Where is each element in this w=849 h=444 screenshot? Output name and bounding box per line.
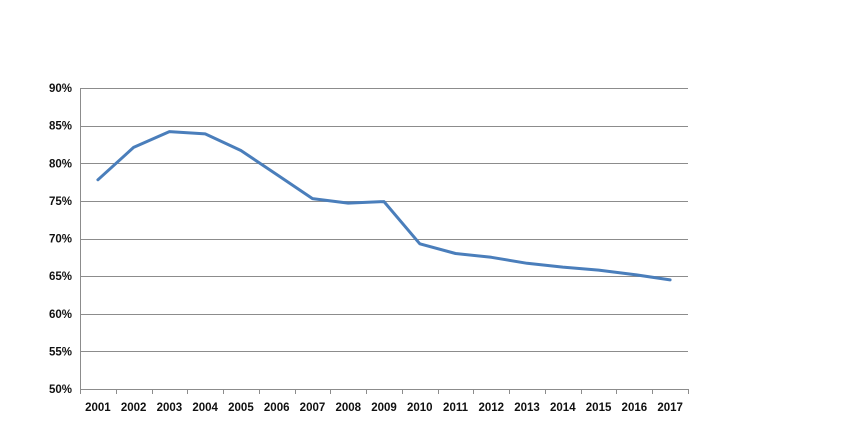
x-tick-label: 2011 <box>443 402 469 414</box>
x-tick-label: 2017 <box>657 402 683 414</box>
series-line-0 <box>96 130 672 282</box>
gridlines <box>80 88 688 352</box>
x-tick-label: 2012 <box>478 402 504 414</box>
y-tick-label: 85% <box>49 121 72 133</box>
x-tick-label: 2014 <box>550 402 576 414</box>
y-tick-label: 65% <box>49 271 72 283</box>
x-tick-label: 2006 <box>264 402 290 414</box>
axes <box>80 88 689 394</box>
x-tick-label: 2003 <box>157 402 183 414</box>
x-tick-label: 2010 <box>407 402 433 414</box>
y-tick-label: 55% <box>49 346 72 358</box>
x-tick-label: 2009 <box>371 402 397 414</box>
y-axis-tick-labels: 50% 55% 60% 65% 70% 75% 80% 85% 90% <box>49 83 72 396</box>
x-tick-label: 2015 <box>586 402 612 414</box>
x-tick-label: 2001 <box>85 402 111 414</box>
x-tick-label: 2005 <box>228 402 254 414</box>
x-tick-label: 2016 <box>622 402 648 414</box>
y-tick-label: 80% <box>49 158 72 170</box>
x-tick-label: 2008 <box>335 402 361 414</box>
x-tick-label: 2004 <box>192 402 218 414</box>
y-tick-label: 50% <box>49 384 72 396</box>
x-tick-label: 2013 <box>514 402 540 414</box>
x-tick-label: 2002 <box>121 402 147 414</box>
y-tick-label: 75% <box>49 196 72 208</box>
x-axis-tick-labels: 2001 2002 2003 2004 2005 2006 2007 2008 2009 2010… <box>85 402 683 414</box>
series <box>96 130 672 282</box>
y-tick-label: 70% <box>49 234 72 246</box>
y-tick-label: 60% <box>49 309 72 321</box>
x-tick-label: 2007 <box>300 402 326 414</box>
y-tick-label: 90% <box>49 83 72 95</box>
